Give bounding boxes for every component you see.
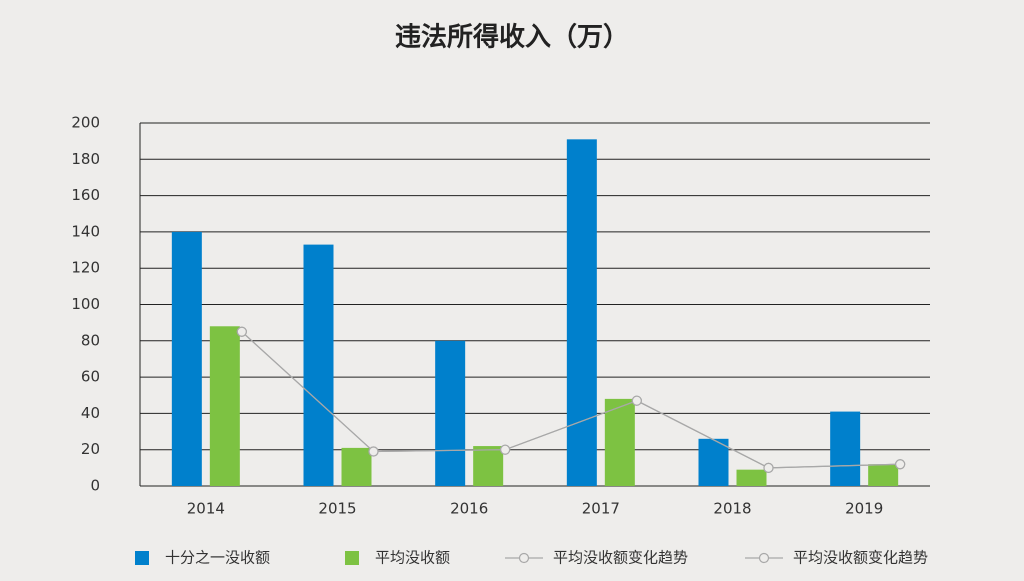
x-tick-label: 2014 xyxy=(187,500,225,518)
y-tick-label: 80 xyxy=(81,331,100,349)
bar xyxy=(303,244,334,486)
bar xyxy=(566,139,597,486)
x-tick-label: 2015 xyxy=(318,500,356,518)
trend-marker xyxy=(895,459,906,470)
y-tick-label: 100 xyxy=(71,295,100,313)
trend-marker xyxy=(763,462,774,473)
legend-marker xyxy=(518,552,530,564)
trend-marker xyxy=(500,444,511,455)
trend-line xyxy=(241,331,901,469)
legend-label: 平均没收额 xyxy=(375,549,450,567)
bar xyxy=(171,231,202,486)
y-tick-label: 200 xyxy=(71,114,100,132)
legend-swatch xyxy=(345,551,359,565)
y-tick-label: 160 xyxy=(71,186,100,204)
y-tick-label: 180 xyxy=(71,150,100,168)
bar xyxy=(604,398,635,486)
y-tick-label: 140 xyxy=(71,222,100,240)
bar xyxy=(435,340,466,486)
y-tick-label: 40 xyxy=(81,404,100,422)
y-tick-label: 120 xyxy=(71,259,100,277)
bar xyxy=(868,464,899,486)
legend-label: 十分之一没收额 xyxy=(165,549,270,567)
legend-label: 平均没收额变化趋势 xyxy=(793,549,928,567)
legend-marker xyxy=(758,552,770,564)
chart-title: 违法所得收入（万） xyxy=(395,23,629,53)
bar xyxy=(473,446,504,486)
trend-marker xyxy=(368,446,379,457)
bar xyxy=(209,326,240,486)
y-tick-label: 20 xyxy=(81,440,100,458)
bar xyxy=(341,447,372,486)
bar xyxy=(830,411,861,486)
x-tick-label: 2018 xyxy=(713,500,751,518)
x-tick-label: 2016 xyxy=(450,500,488,518)
legend-swatch xyxy=(135,551,149,565)
y-tick-label: 0 xyxy=(90,477,100,495)
x-tick-label: 2019 xyxy=(845,500,883,518)
bar xyxy=(698,438,729,486)
trend-marker xyxy=(236,326,247,337)
x-tick-label: 2017 xyxy=(582,500,620,518)
legend-label: 平均没收额变化趋势 xyxy=(553,549,688,567)
bar xyxy=(736,469,767,486)
y-tick-label: 60 xyxy=(81,368,100,386)
trend-marker xyxy=(631,395,642,406)
